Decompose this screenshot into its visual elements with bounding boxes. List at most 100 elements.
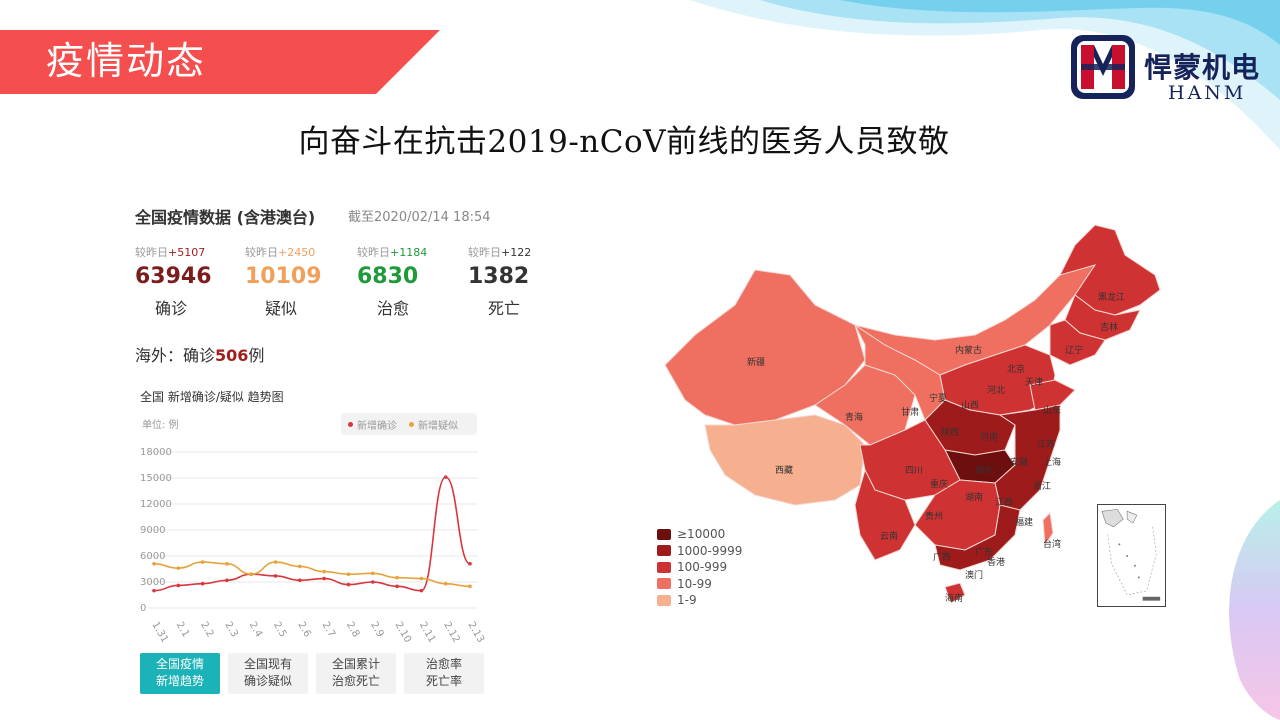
tab-line2: 治愈死亡 [331,674,380,688]
legend-label: 新增确诊 [357,420,397,432]
stat-delta-prefix: 较昨日 [357,246,390,259]
region-liaoning[interactable] [1049,319,1106,366]
x-tick-label: 2.6 [295,620,312,639]
x-tick-label: 2.1 [174,620,191,639]
stat-deaths: 较昨日+122 1382 死亡 [468,244,578,319]
region-hainan[interactable] [944,582,966,604]
series-point [298,564,302,569]
map-province-label: 福建 [1015,516,1033,528]
chart-tabs: 全国疫情 新增趋势 全国现有 确诊疑似 全国累计 治愈死亡 治愈率 死亡率 [140,653,484,694]
map-legend-row: ≥10000 [657,526,742,543]
series-point [298,578,302,583]
legend-swatch-icon [657,528,671,540]
region-shandong[interactable] [1029,379,1076,411]
map-legend-row: 10-99 [657,576,742,593]
legend-swatch-icon [657,545,671,557]
region-east-coast[interactable] [994,404,1061,511]
tab-line2: 确诊疑似 [243,674,292,688]
x-tick-label: 2.2 [198,620,215,639]
series-point [225,578,229,583]
stat-delta: +1184 [390,246,428,259]
map-legend-row: 1000-9999 [657,543,742,560]
x-tick-label: 2.12 [441,620,462,645]
tab-cumulative[interactable]: 全国累计 治愈死亡 [316,653,396,694]
region-xizang[interactable] [704,414,866,506]
map-legend-row: 1-9 [657,592,742,609]
x-tick-label: 2.3 [222,620,239,639]
stat-label: 确诊 [155,299,188,318]
map-province-label: 内蒙古 [955,344,982,356]
map-legend-row: 100-999 [657,559,742,576]
map-province-label: 上海 [1043,456,1061,468]
stat-delta-prefix: 较昨日 [468,246,501,259]
stat-value: 6830 [357,264,419,289]
series-point [176,566,181,570]
y-tick-label: 12000 [140,499,172,510]
series-point [225,562,229,566]
map-legend-label: 1-9 [677,593,697,608]
series-point [152,588,156,593]
series-point [322,576,326,581]
series-point [443,581,448,586]
stat-label: 死亡 [488,299,521,318]
map-legend-label: 1000-9999 [677,543,743,558]
tab-line1: 治愈率 [425,657,462,671]
map-province-label: 江苏 [1037,438,1055,450]
y-tick-label: 18000 [140,447,172,458]
x-tick-label: 2.11 [417,620,438,645]
stat-value: 1382 [468,264,530,289]
logo-text-cn: 悍蒙机电 [1144,51,1261,84]
x-tick-label: 2.5 [271,620,288,639]
tab-rates[interactable]: 治愈率 死亡率 [404,653,484,694]
x-tick-label: 2.4 [247,620,264,639]
series-point [322,569,326,574]
map-province-label: 云南 [880,530,898,542]
map-province-label: 重庆 [930,478,948,490]
series-point [346,582,351,587]
tab-line1: 全国累计 [331,657,380,671]
map-province-label: 广西 [933,551,951,563]
section-banner [0,30,440,94]
legend-item-confirmed[interactable]: 新增确诊 [348,417,397,432]
map-province-label: 山西 [961,400,979,411]
map-province-label: 海南 [945,592,963,604]
series-point [370,580,375,584]
series-line [153,561,471,588]
map-province-label: 贵州 [925,510,943,522]
tab-new-trend[interactable]: 全国疫情 新增趋势 [140,653,220,694]
stat-value: 10109 [245,264,322,289]
map-legend-label: ≥10000 [677,527,726,542]
series-point [200,581,205,586]
map-province-label: 青海 [845,411,863,423]
series-point [468,584,472,589]
map-province-label: 四川 [905,466,923,476]
panel-title: 全国疫情数据 (含港澳台) [135,208,316,227]
map-province-label: 天津 [1025,377,1043,388]
series-point [419,576,424,581]
legend-item-suspected[interactable]: 新增疑似 [409,417,458,432]
stat-suspected: 较昨日+2450 10109 疑似 [245,244,355,319]
series-point [419,588,424,593]
tab-line1: 全国疫情 [155,657,204,671]
headline: 向奋斗在抗击2019-nCoV前线的医务人员致敬 [298,124,950,160]
map-province-label: 河北 [987,384,1005,396]
section-title: 疫情动态 [46,39,207,83]
tab-line2: 新增趋势 [155,674,204,688]
tab-current-confirmed[interactable]: 全国现有 确诊疑似 [228,653,308,694]
series-point [395,575,399,580]
region-taiwan[interactable] [1042,511,1054,547]
series-point [273,574,278,578]
decorative-swoosh-top [690,0,1280,150]
series-point [370,571,375,576]
map-province-label: 湖南 [965,491,983,503]
region-yunnan[interactable] [854,468,916,561]
region-guangdong[interactable] [934,504,1021,571]
map-province-label: 新疆 [747,356,765,368]
map-province-label: 澳门 [965,569,983,581]
stat-delta: +2450 [278,246,316,259]
overseas-suffix: 例 [248,346,265,365]
x-tick-label: 2.9 [368,620,385,639]
x-tick-label: 2.8 [344,620,361,639]
legend-dot-icon [409,421,414,427]
